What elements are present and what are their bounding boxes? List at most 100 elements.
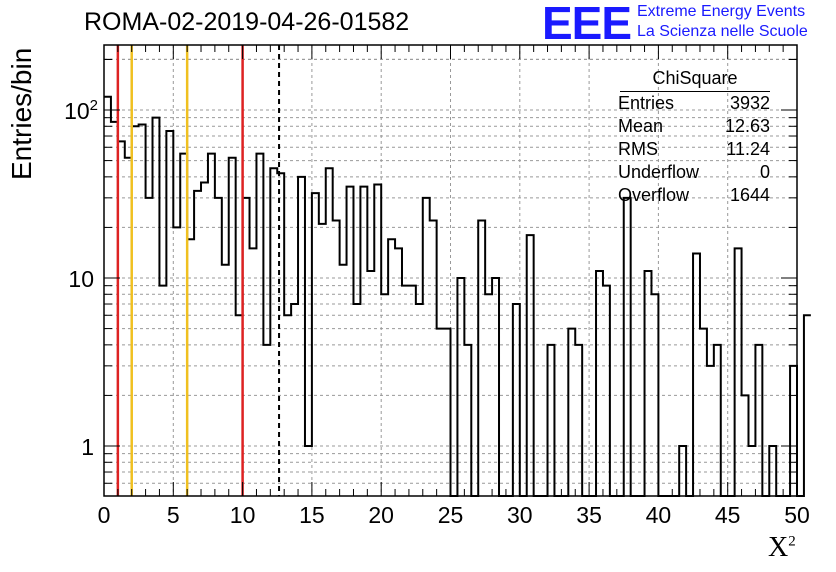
histogram-bin <box>367 271 374 496</box>
y-tick-label: 10 <box>68 266 94 292</box>
histogram-bin <box>402 286 409 496</box>
stats-value: 1644 <box>729 185 770 205</box>
stats-value: 11.24 <box>726 139 770 159</box>
logo-line-1: Extreme Energy Events <box>637 3 806 20</box>
histogram-bin <box>319 224 326 496</box>
histogram-bin <box>305 446 312 496</box>
histogram-bin <box>340 265 347 496</box>
x-tick-label: 5 <box>167 502 180 528</box>
x-axis-label-base: X <box>768 532 789 563</box>
stats-label: Overflow <box>618 185 690 205</box>
histogram-bin <box>229 158 236 496</box>
x-tick-label: 35 <box>576 502 602 528</box>
histogram-bin <box>769 446 776 496</box>
histogram-bin <box>651 294 658 496</box>
histogram-bin <box>492 278 499 496</box>
histogram-bin <box>173 227 180 496</box>
histogram-bin <box>381 294 388 496</box>
stats-label: Underflow <box>618 162 700 182</box>
reference-lines <box>116 45 281 496</box>
histogram-bin <box>291 304 298 496</box>
histogram-bin <box>430 220 437 496</box>
histogram-bin <box>250 248 257 496</box>
histogram-bin <box>707 366 714 496</box>
stats-row: Entries 3932 <box>612 92 778 115</box>
stats-title: ChiSquare <box>620 66 770 92</box>
histogram-bin <box>513 304 520 496</box>
histogram-bin <box>104 97 111 496</box>
histogram-bin <box>208 154 215 496</box>
histogram-bin <box>347 187 354 496</box>
x-axis-label: X2 <box>768 532 796 564</box>
histogram-bin <box>270 168 277 496</box>
histogram-bin <box>457 278 464 496</box>
stats-label: RMS <box>618 139 658 159</box>
histogram-bin <box>256 154 263 496</box>
histogram-bin <box>215 198 222 496</box>
histogram-bin <box>409 286 416 496</box>
x-tick-label: 40 <box>646 502 672 528</box>
chart-title: ROMA-02-2019-04-26-01582 <box>84 8 410 36</box>
histogram-bin <box>166 131 173 496</box>
stats-value: 3932 <box>729 93 770 113</box>
histogram <box>104 95 811 497</box>
histogram-bin <box>575 345 582 496</box>
histogram-bin <box>222 265 229 496</box>
histogram-bin <box>645 271 652 496</box>
histogram-bin <box>742 395 749 496</box>
axis-ticks <box>103 45 798 496</box>
histogram-bin <box>284 315 291 496</box>
histogram-bin <box>485 294 492 496</box>
histogram-bin <box>804 315 811 496</box>
histogram-bin <box>679 446 686 496</box>
y-tick-label-base: 10 <box>64 98 90 124</box>
histogram-bin <box>444 329 451 496</box>
x-tick-label: 25 <box>438 502 464 528</box>
histogram-bin <box>790 366 797 496</box>
histogram-bin <box>139 124 146 496</box>
stats-label: Mean <box>618 116 664 136</box>
histogram-bin <box>748 446 755 496</box>
y-tick-label: 102 <box>64 97 98 124</box>
histogram-bin <box>153 118 160 496</box>
histogram-outline <box>104 95 811 497</box>
histogram-bin <box>194 191 201 496</box>
histogram-bin <box>527 235 534 496</box>
histogram-bin <box>700 329 707 496</box>
histogram-bin <box>360 187 367 496</box>
x-axis-label-exponent: 2 <box>788 533 796 550</box>
y-tick-label: 1 <box>81 434 94 460</box>
histogram-bin <box>201 183 208 496</box>
y-tick-label-exponent: 2 <box>90 97 98 114</box>
histogram-bin <box>714 345 721 496</box>
histogram-bin <box>298 177 305 496</box>
histogram-bin <box>693 253 700 496</box>
histogram-bin <box>416 304 423 496</box>
histogram-bin <box>146 198 153 496</box>
y-axis-label: Entries/bin <box>6 47 37 180</box>
histogram-bin <box>326 168 333 496</box>
histogram-bin <box>333 220 340 496</box>
stats-row: RMS 11.24 <box>612 138 778 161</box>
eee-logo: EEE <box>542 0 632 49</box>
histogram-bin <box>312 193 319 496</box>
histogram-bin <box>603 286 610 496</box>
stats-row: Mean 12.63 <box>612 115 778 138</box>
stats-value: 0 <box>759 162 770 182</box>
stats-row: Overflow 1644 <box>612 184 778 207</box>
x-tick-label: 20 <box>368 502 394 528</box>
x-tick-label: 0 <box>98 502 111 528</box>
histogram-bin <box>464 345 471 496</box>
histogram-bin <box>353 304 360 496</box>
x-tick-label: 15 <box>299 502 325 528</box>
logo-line-2: La Scienza nelle Scuole <box>637 23 808 40</box>
histogram-bin <box>568 329 575 496</box>
x-tick-label: 50 <box>784 502 810 528</box>
stats-value: 12.63 <box>724 116 770 136</box>
histogram-bin <box>388 239 395 496</box>
histogram-bin <box>423 198 430 496</box>
x-tick-label: 30 <box>507 502 533 528</box>
histogram-bin <box>755 345 762 496</box>
